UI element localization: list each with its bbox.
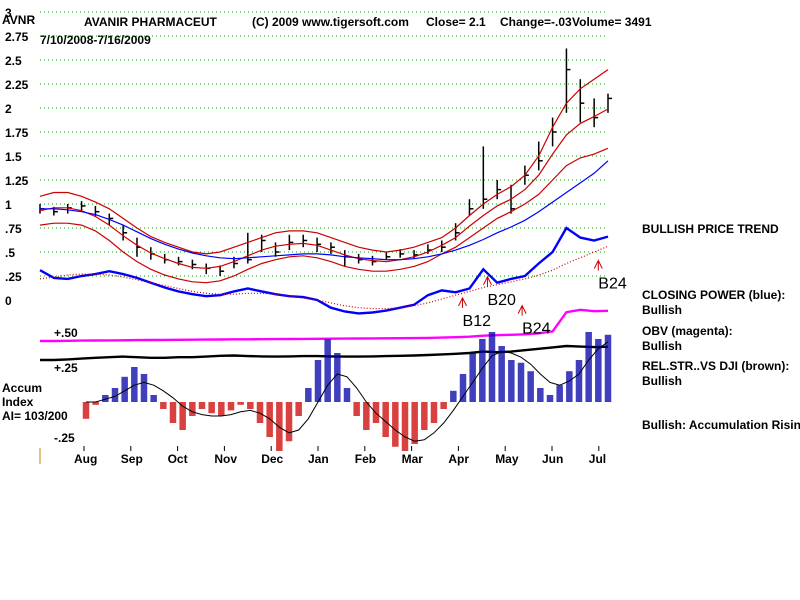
- month-tick-label: Jul: [589, 452, 606, 466]
- price-y-tick-label: 2.5: [5, 54, 22, 68]
- price-trend-label: BULLISH PRICE TREND: [642, 222, 779, 236]
- buy-signal-label: B20: [487, 292, 516, 309]
- month-tick-label: Aug: [74, 452, 97, 466]
- accum-title-line: Accum: [2, 381, 42, 395]
- price-y-tick-label: 0: [5, 294, 12, 308]
- month-tick-label: Jan: [308, 452, 329, 466]
- accum-y-tick-label: -.25: [54, 431, 75, 445]
- chart-date-range: 7/10/2008-7/16/2009: [40, 33, 151, 47]
- chart-change: Change=-.03: [500, 15, 572, 29]
- relstr-title: REL.STR..VS DJI (brown):: [642, 359, 790, 373]
- accum-note: Bullish: Accumulation Rising: [642, 418, 800, 433]
- relstr-value: Bullish: [642, 374, 683, 388]
- month-axis: Aug Sep Oct Nov Dec Jan Feb Mar Apr May Jun Jul: [74, 446, 606, 466]
- closing-power-line: [39, 226, 609, 315]
- month-tick-label: Mar: [402, 452, 424, 466]
- price-y-tick-label: 3: [5, 6, 12, 20]
- month-tick-label: May: [495, 452, 519, 466]
- relstr-note: REL.STR..VS DJI (brown): Bullish: [642, 359, 789, 389]
- obv-note: OBV (magenta): Bullish: [642, 324, 733, 354]
- price-upper-band-line: [39, 69, 609, 255]
- accum-title-line: AI= 103/200: [2, 409, 68, 423]
- accum-y-tick-label: +.50: [54, 326, 78, 340]
- chart-volume: Volume= 3491: [572, 15, 652, 29]
- price-y-tick-label: 1: [5, 198, 12, 212]
- price-y-tick-label: 1.5: [5, 150, 22, 164]
- buy-signal-arrow: [593, 259, 603, 271]
- obv-title: OBV (magenta):: [642, 324, 733, 338]
- month-tick-label: Sep: [121, 452, 143, 466]
- price-y-tick-label: 2: [5, 102, 12, 116]
- price-y-tick-label: 1.75: [5, 126, 29, 140]
- accum-note-label: Bullish: Accumulation Rising: [642, 418, 800, 432]
- month-tick-label: Nov: [214, 452, 237, 466]
- buy-signal-arrow: [458, 296, 467, 308]
- accum-title-line: Index: [2, 395, 34, 409]
- price-middle-avg-line: [39, 108, 609, 269]
- buy-signal-label: B24: [522, 321, 551, 338]
- price-y-tick-label: 1.25: [5, 174, 29, 188]
- price-bars: [39, 48, 612, 276]
- price-gridlines: [40, 11, 608, 277]
- month-tick-label: Feb: [355, 452, 376, 466]
- buy-signal-label: B24: [598, 275, 627, 292]
- price-long-avg-line: [40, 160, 609, 261]
- obv-line: [40, 308, 609, 343]
- price-y-tick-label: .5: [5, 246, 15, 260]
- chart-close: Close= 2.1: [426, 15, 486, 29]
- buy-signal-label: B12: [463, 313, 492, 330]
- price-y-tick-label: .75: [5, 222, 22, 236]
- price-y-tick-label: .25: [5, 270, 22, 284]
- month-tick-label: Apr: [448, 452, 469, 466]
- indicator-lines: [39, 69, 609, 362]
- buy-signals: B12 B20 B24 B24: [458, 259, 627, 338]
- buy-signal-arrow: [517, 304, 527, 316]
- price-trend-note: BULLISH PRICE TREND: [642, 222, 779, 237]
- accum-y-tick-label: +.25: [54, 361, 78, 375]
- chart-ticker: AVNR: [2, 13, 35, 27]
- closing-power-value: Bullish: [642, 303, 683, 317]
- relstr-line: [40, 344, 609, 362]
- price-y-tick-label: 2.75: [5, 30, 29, 44]
- closing-power-title: CLOSING POWER (blue):: [642, 288, 786, 302]
- chart-copyright: (C) 2009 www.tigersoft.com: [252, 15, 409, 29]
- accumulation-index-bars: [82, 332, 612, 451]
- buy-signal-arrow: [483, 275, 492, 287]
- closing-power-note: CLOSING POWER (blue): Bullish: [642, 288, 785, 318]
- price-lower-band-line: [39, 147, 609, 284]
- price-y-tick-label: 2.25: [5, 78, 29, 92]
- chart-company: AVANIR PHARMACEUT: [84, 15, 218, 29]
- accum-moving-average: [86, 341, 609, 442]
- obv-value: Bullish: [642, 339, 683, 353]
- month-tick-label: Jun: [542, 452, 563, 466]
- month-tick-label: Oct: [168, 452, 188, 466]
- month-tick-label: Dec: [261, 452, 283, 466]
